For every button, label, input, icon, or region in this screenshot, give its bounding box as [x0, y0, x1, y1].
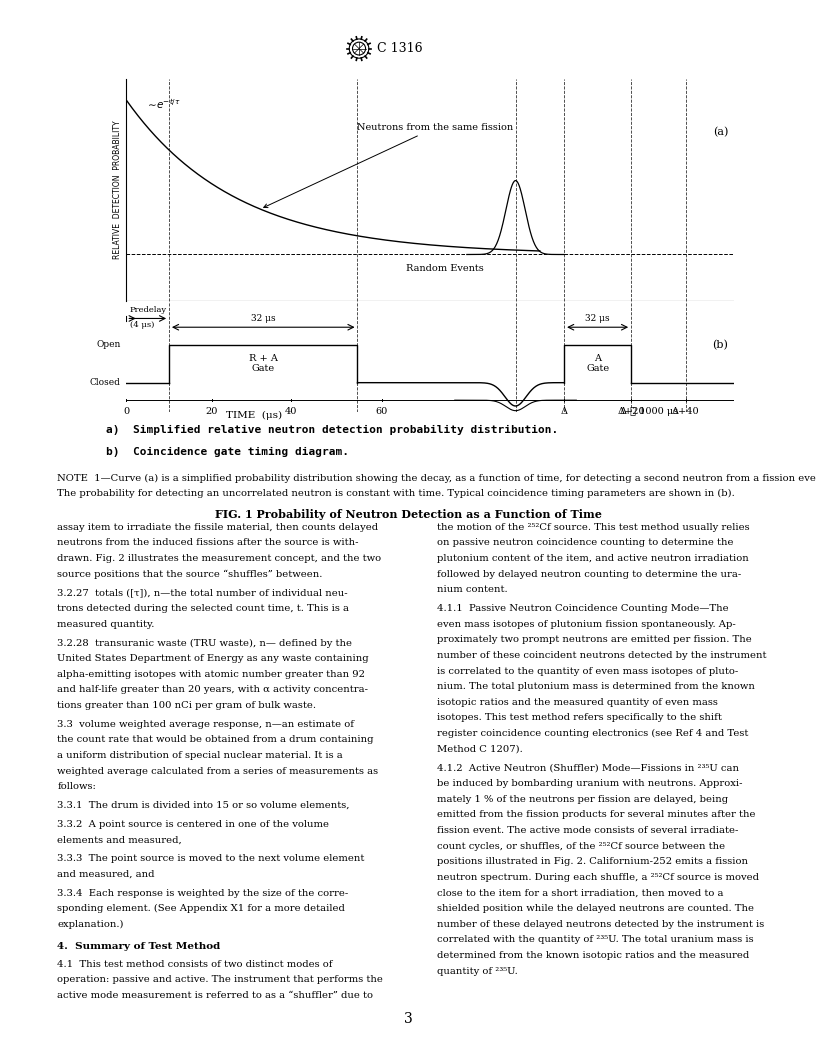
Text: close to the item for a short irradiation, then moved to a: close to the item for a short irradiatio… — [437, 888, 723, 898]
Text: Δ: Δ — [561, 408, 568, 416]
Text: neutrons from the induced fissions after the source is with-: neutrons from the induced fissions after… — [57, 539, 358, 547]
Text: emitted from the fission products for several minutes after the: emitted from the fission products for se… — [437, 810, 755, 819]
Text: C 1316: C 1316 — [377, 42, 423, 55]
Text: Δ ≅ 1000 μs: Δ ≅ 1000 μs — [620, 408, 678, 416]
Text: b)  Coincidence gate timing diagram.: b) Coincidence gate timing diagram. — [106, 447, 349, 456]
Text: Neutrons from the same fission: Neutrons from the same fission — [264, 122, 513, 208]
Text: (a): (a) — [713, 127, 729, 137]
Text: 32 μs: 32 μs — [251, 314, 276, 322]
Text: 4.1.2  Active Neutron (Shuffler) Mode—Fissions in ²³⁵U can: 4.1.2 Active Neutron (Shuffler) Mode—Fis… — [437, 763, 738, 773]
Text: neutron spectrum. During each shuffle, a ²⁵²Cf source is moved: neutron spectrum. During each shuffle, a… — [437, 873, 759, 882]
Text: FIG. 1 Probability of Neutron Detection as a Function of Time: FIG. 1 Probability of Neutron Detection … — [215, 509, 601, 520]
Text: the count rate that would be obtained from a drum containing: the count rate that would be obtained fr… — [57, 735, 374, 744]
Text: assay item to irradiate the fissile material, then counts delayed: assay item to irradiate the fissile mate… — [57, 523, 379, 532]
Text: active mode measurement is referred to as a “shuffler” due to: active mode measurement is referred to a… — [57, 991, 373, 1000]
Text: TIME  (μs): TIME (μs) — [226, 411, 282, 420]
Text: Open: Open — [96, 340, 121, 350]
Text: nium. The total plutonium mass is determined from the known: nium. The total plutonium mass is determ… — [437, 682, 755, 692]
Text: determined from the known isotopic ratios and the measured: determined from the known isotopic ratio… — [437, 951, 749, 960]
Text: on passive neutron coincidence counting to determine the: on passive neutron coincidence counting … — [437, 539, 733, 547]
Text: 4.1.1  Passive Neutron Coincidence Counting Mode—The: 4.1.1 Passive Neutron Coincidence Counti… — [437, 604, 728, 614]
Text: operation: passive and active. The instrument that performs the: operation: passive and active. The instr… — [57, 976, 383, 984]
Text: be induced by bombarding uranium with neutrons. Approxi-: be induced by bombarding uranium with ne… — [437, 779, 742, 788]
Text: 32 μs: 32 μs — [585, 314, 610, 322]
Text: Predelay: Predelay — [130, 306, 166, 314]
Text: explanation.): explanation.) — [57, 920, 123, 929]
Text: drawn. Fig. 2 illustrates the measurement concept, and the two: drawn. Fig. 2 illustrates the measuremen… — [57, 554, 381, 563]
Text: United States Department of Energy as any waste containing: United States Department of Energy as an… — [57, 654, 369, 663]
Text: trons detected during the selected count time, t. This is a: trons detected during the selected count… — [57, 604, 349, 614]
Text: (b): (b) — [712, 340, 729, 350]
Text: elements and measured,: elements and measured, — [57, 835, 182, 845]
Text: shielded position while the delayed neutrons are counted. The: shielded position while the delayed neut… — [437, 904, 753, 913]
Text: NOTE  1—Curve (a) is a simplified probability distribution showing the decay, as: NOTE 1—Curve (a) is a simplified probabi… — [57, 474, 816, 484]
Text: 60: 60 — [375, 408, 388, 416]
Text: weighted average calculated from a series of measurements as: weighted average calculated from a serie… — [57, 767, 379, 776]
Text: sponding element. (See Appendix X1 for a more detailed: sponding element. (See Appendix X1 for a… — [57, 904, 345, 913]
Text: mately 1 % of the neutrons per fission are delayed, being: mately 1 % of the neutrons per fission a… — [437, 795, 728, 804]
Text: measured quantity.: measured quantity. — [57, 620, 154, 628]
Text: R + A
Gate: R + A Gate — [249, 354, 277, 374]
Text: 3.2.28  transuranic waste (TRU waste), n— defined by the: 3.2.28 transuranic waste (TRU waste), n—… — [57, 639, 353, 647]
Text: and measured, and: and measured, and — [57, 870, 154, 879]
Text: quantity of ²³⁵U.: quantity of ²³⁵U. — [437, 966, 517, 976]
Text: Method C 1207).: Method C 1207). — [437, 744, 522, 754]
Text: fission event. The active mode consists of several irradiate-: fission event. The active mode consists … — [437, 826, 738, 835]
Text: 3.3.2  A point source is centered in one of the volume: 3.3.2 A point source is centered in one … — [57, 819, 329, 829]
Text: number of these delayed neutrons detected by the instrument is: number of these delayed neutrons detecte… — [437, 920, 764, 929]
Text: a)  Simplified relative neutron detection probability distribution.: a) Simplified relative neutron detection… — [106, 425, 558, 434]
Y-axis label: RELATIVE  DETECTION  PROBABILITY: RELATIVE DETECTION PROBABILITY — [113, 120, 122, 260]
Text: alpha-emitting isotopes with atomic number greater than 92: alpha-emitting isotopes with atomic numb… — [57, 670, 365, 679]
Text: number of these coincident neutrons detected by the instrument: number of these coincident neutrons dete… — [437, 650, 766, 660]
Text: Closed: Closed — [90, 378, 121, 388]
Text: $\sim\!e^{-t/\tau}$: $\sim\!e^{-t/\tau}$ — [144, 97, 180, 111]
Text: 40: 40 — [285, 408, 297, 416]
Text: nium content.: nium content. — [437, 585, 508, 595]
Text: Δ+20: Δ+20 — [617, 408, 645, 416]
Text: 0: 0 — [123, 408, 130, 416]
Text: 3.3.4  Each response is weighted by the size of the corre-: 3.3.4 Each response is weighted by the s… — [57, 889, 348, 898]
Text: isotopic ratios and the measured quantity of even mass: isotopic ratios and the measured quantit… — [437, 698, 717, 706]
Text: plutonium content of the item, and active neutron irradiation: plutonium content of the item, and activ… — [437, 554, 748, 563]
Text: 4.  Summary of Test Method: 4. Summary of Test Method — [57, 942, 220, 951]
Text: 4.1  This test method consists of two distinct modes of: 4.1 This test method consists of two dis… — [57, 960, 333, 968]
Text: A
Gate: A Gate — [586, 354, 610, 374]
Text: register coincidence counting electronics (see Ref 4 and Test: register coincidence counting electronic… — [437, 729, 748, 738]
Text: and half-life greater than 20 years, with α activity concentra-: and half-life greater than 20 years, wit… — [57, 685, 368, 695]
Text: followed by delayed neutron counting to determine the ura-: followed by delayed neutron counting to … — [437, 569, 741, 579]
Text: source positions that the source “shuffles” between.: source positions that the source “shuffl… — [57, 569, 322, 579]
Text: even mass isotopes of plutonium fission spontaneously. Ap-: even mass isotopes of plutonium fission … — [437, 620, 735, 628]
Text: 20: 20 — [206, 408, 218, 416]
Text: the motion of the ²⁵²Cf source. This test method usually relies: the motion of the ²⁵²Cf source. This tes… — [437, 523, 749, 532]
Text: tions greater than 100 nCi per gram of bulk waste.: tions greater than 100 nCi per gram of b… — [57, 701, 316, 710]
Text: 3.3.3  The point source is moved to the next volume element: 3.3.3 The point source is moved to the n… — [57, 854, 365, 864]
Text: 3.3.1  The drum is divided into 15 or so volume elements,: 3.3.1 The drum is divided into 15 or so … — [57, 802, 349, 810]
Text: 3.3  volume weighted average response, n—an estimate of: 3.3 volume weighted average response, n—… — [57, 720, 354, 729]
Text: follows:: follows: — [57, 782, 96, 791]
Text: is correlated to the quantity of even mass isotopes of pluto-: is correlated to the quantity of even ma… — [437, 666, 738, 676]
Text: Δ+40: Δ+40 — [672, 408, 699, 416]
Text: The probability for detecting an uncorrelated neutron is constant with time. Typ: The probability for detecting an uncorre… — [57, 489, 735, 498]
Text: 3: 3 — [404, 1013, 412, 1026]
Text: Random Events: Random Events — [406, 264, 484, 274]
Text: correlated with the quantity of ²³⁵U. The total uranium mass is: correlated with the quantity of ²³⁵U. Th… — [437, 936, 753, 944]
Text: proximately two prompt neutrons are emitted per fission. The: proximately two prompt neutrons are emit… — [437, 636, 752, 644]
Text: count cycles, or shuffles, of the ²⁵²Cf source between the: count cycles, or shuffles, of the ²⁵²Cf … — [437, 842, 725, 851]
Text: 3.2.27  totals ([τ]), n—the total number of individual neu-: 3.2.27 totals ([τ]), n—the total number … — [57, 588, 348, 598]
Text: isotopes. This test method refers specifically to the shift: isotopes. This test method refers specif… — [437, 714, 721, 722]
Text: positions illustrated in Fig. 2. Californium-252 emits a fission: positions illustrated in Fig. 2. Califor… — [437, 857, 747, 866]
Text: a uniform distribution of special nuclear material. It is a: a uniform distribution of special nuclea… — [57, 751, 343, 760]
Text: (4 μs): (4 μs) — [130, 321, 154, 329]
